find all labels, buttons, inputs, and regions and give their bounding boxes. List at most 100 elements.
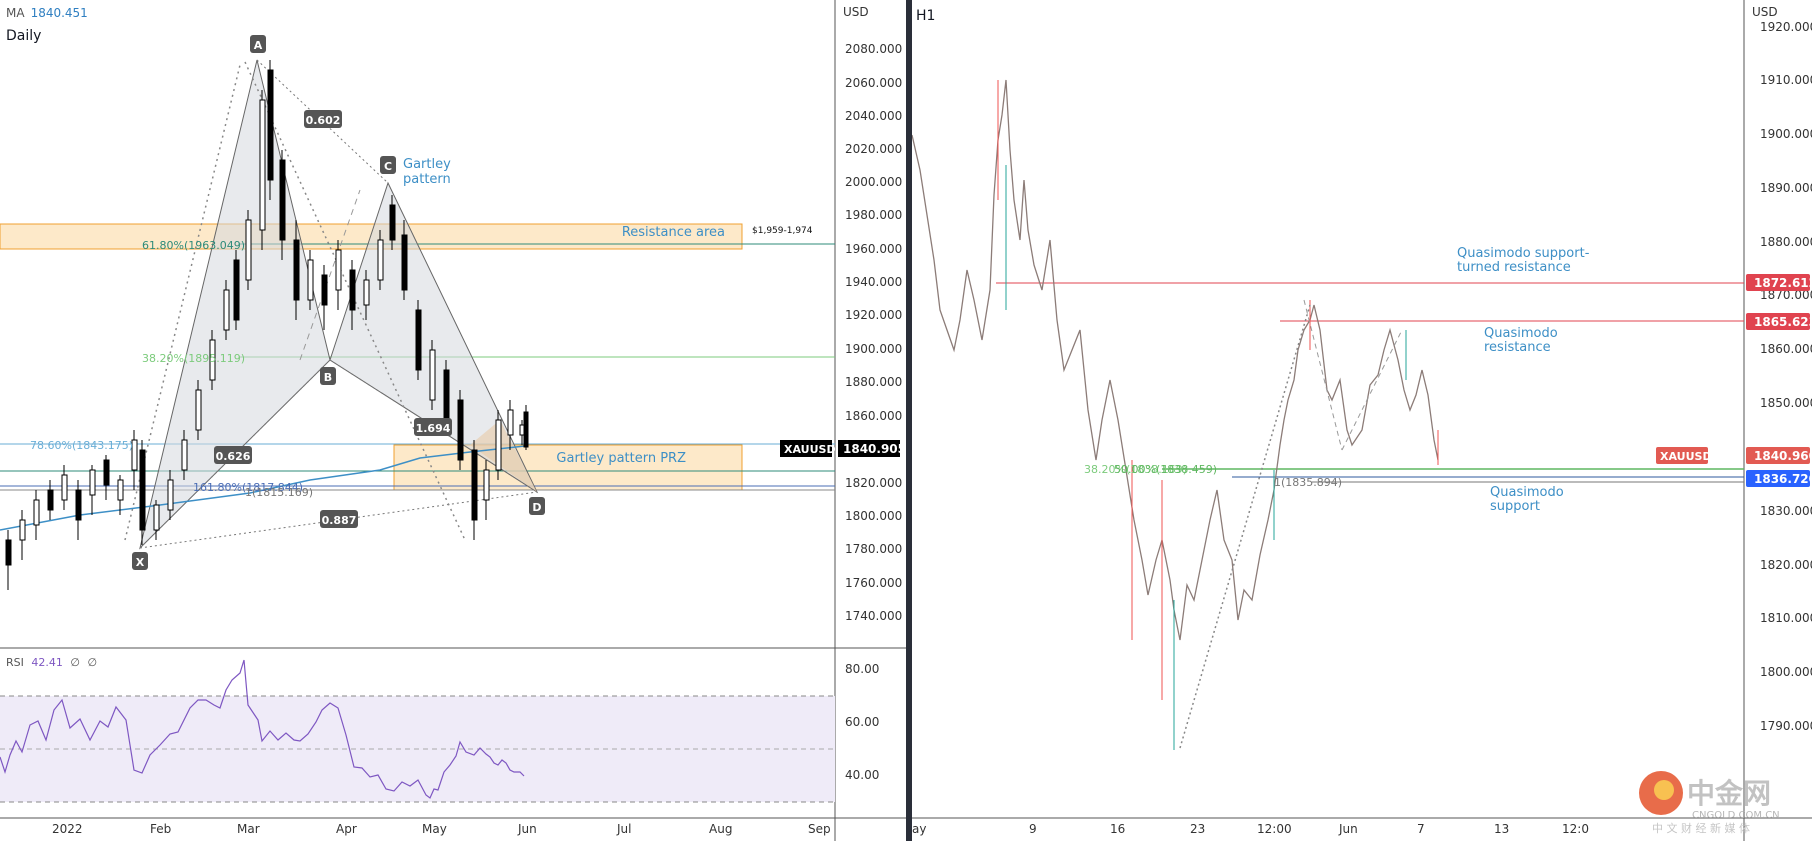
watermark-domain: CNGOLD.COM.CN: [1692, 810, 1780, 821]
svg-text:USD: USD: [1752, 5, 1778, 19]
svg-text:1800.000: 1800.000: [1760, 665, 1812, 679]
svg-text:2020.000: 2020.000: [845, 142, 902, 156]
fib-382-h1-label: 38.20%(1838.169): [1084, 463, 1187, 476]
h1-chart-canvas[interactable]: Quasimodo support- turned resistance Qua…: [912, 0, 1812, 841]
svg-text:1830.000: 1830.000: [1760, 504, 1812, 518]
h1-chart-pane[interactable]: Quasimodo support- turned resistance Qua…: [912, 0, 1812, 841]
svg-text:1850.000: 1850.000: [1760, 396, 1812, 410]
svg-text:2040.000: 2040.000: [845, 109, 902, 123]
svg-text:Jul: Jul: [616, 822, 631, 836]
ratio-abc: 0.602: [306, 114, 341, 127]
svg-text:1760.000: 1760.000: [845, 576, 902, 590]
rsi-extra-1: ∅: [70, 656, 80, 669]
fib-786-label: 78.60%(1843.175): [30, 439, 133, 452]
daily-timeframe-label: Daily: [6, 28, 42, 44]
svg-text:1790.000: 1790.000: [1760, 719, 1812, 733]
svg-text:Sep: Sep: [808, 822, 831, 836]
daily-symbol-tag: XAUUSD: [784, 443, 836, 456]
svg-text:2022: 2022: [52, 822, 83, 836]
rsi-value: 42.41: [31, 656, 63, 669]
svg-text:40.00: 40.00: [845, 768, 879, 782]
svg-text:1960.000: 1960.000: [845, 242, 902, 256]
ratio-xad: 0.887: [322, 514, 357, 527]
svg-text:1940.000: 1940.000: [845, 275, 902, 289]
svg-text:Jun: Jun: [1338, 822, 1358, 836]
pane-divider[interactable]: [906, 0, 912, 841]
svg-text:1880.000: 1880.000: [1760, 235, 1812, 249]
fib-50-h1-label: 50.00%(1838.459): [1114, 463, 1217, 476]
svg-text:23: 23: [1190, 822, 1205, 836]
svg-text:1900.000: 1900.000: [1760, 127, 1812, 141]
daily-chart-canvas[interactable]: A C B X D 0.602 0.626 1.694 0.887 Gartle…: [0, 0, 906, 841]
daily-candles: [5, 60, 529, 590]
point-b-label: B: [324, 371, 332, 384]
svg-text:2060.000: 2060.000: [845, 76, 902, 90]
point-a-label: A: [254, 39, 263, 52]
svg-text:May: May: [422, 822, 447, 836]
daily-price-axis[interactable]: USD 2080.000 2060.000 2040.000 2020.000 …: [780, 5, 906, 623]
svg-text:2080.000: 2080.000: [845, 42, 902, 56]
h1-price-axis[interactable]: USD 1920.000 1910.000 1900.000 1890.000 …: [1656, 5, 1812, 733]
fib-618-label: 61.80%(1963.049): [142, 239, 245, 252]
svg-text:ay: ay: [912, 822, 926, 836]
svg-text:Feb: Feb: [150, 822, 171, 836]
qm-str-label-1: Quasimodo support-: [1457, 246, 1590, 261]
qm-res-label-1: Quasimodo: [1484, 326, 1558, 341]
daily-time-axis[interactable]: 2022 Feb Mar Apr May Jun Jul Aug Sep: [52, 822, 831, 836]
rsi-pane[interactable]: 80.00 60.00 40.00: [0, 659, 879, 803]
daily-last-price: 1840.905: [843, 442, 906, 456]
qm-res-label-2: resistance: [1484, 340, 1551, 355]
prz-label: Gartley pattern PRZ: [556, 451, 686, 466]
svg-text:Apr: Apr: [336, 822, 357, 836]
h1-symbol-tag: XAUUSD: [1660, 450, 1712, 463]
pattern-point-markers: A C B X D 0.602 0.626 1.694 0.887: [132, 35, 545, 570]
svg-text:1860.000: 1860.000: [1760, 342, 1812, 356]
h1-timeframe-label: H1: [916, 8, 936, 24]
svg-text:1800.000: 1800.000: [845, 509, 902, 523]
svg-text:Jun: Jun: [517, 822, 537, 836]
h1-last-price: 1840.960: [1754, 449, 1812, 463]
rsi-legend[interactable]: RSI 42.41 ∅ ∅: [6, 656, 97, 669]
svg-text:12:0: 12:0: [1562, 822, 1589, 836]
svg-text:1860.000: 1860.000: [845, 409, 902, 423]
point-c-label: C: [384, 160, 392, 173]
point-x-label: X: [136, 556, 145, 569]
h1-candle-wicks: [997, 80, 1439, 750]
fib-382-label: 38.20%(1895.119): [142, 352, 245, 365]
svg-text:1920.000: 1920.000: [1760, 20, 1812, 34]
watermark-tagline: 中 文 财 经 新 媒 体: [1652, 821, 1750, 835]
ma-value: 1840.451: [30, 6, 88, 20]
svg-text:7: 7: [1417, 822, 1425, 836]
svg-text:2000.000: 2000.000: [845, 175, 902, 189]
ma-legend[interactable]: MA 1840.451: [6, 6, 88, 20]
fib-1-h1-label: 1(1835.894): [1274, 476, 1342, 489]
svg-text:13: 13: [1494, 822, 1509, 836]
svg-text:16: 16: [1110, 822, 1125, 836]
svg-text:1980.000: 1980.000: [845, 208, 902, 222]
daily-chart-pane[interactable]: A C B X D 0.602 0.626 1.694 0.887 Gartle…: [0, 0, 906, 841]
qm-res-price-tag: 1865.623: [1754, 315, 1812, 329]
rsi-extra-2: ∅: [87, 656, 98, 669]
gartley-label-1: Gartley: [403, 157, 451, 172]
svg-text:1890.000: 1890.000: [1760, 181, 1812, 195]
svg-text:1820.000: 1820.000: [845, 476, 902, 490]
gartley-label-2: pattern: [403, 172, 451, 187]
svg-text:1740.000: 1740.000: [845, 609, 902, 623]
svg-text:Mar: Mar: [237, 822, 260, 836]
ma-label: MA: [6, 6, 25, 20]
svg-text:1900.000: 1900.000: [845, 342, 902, 356]
svg-text:9: 9: [1029, 822, 1037, 836]
svg-text:1880.000: 1880.000: [845, 375, 902, 389]
rsi-label: RSI: [6, 656, 24, 669]
watermark-brand: 中金网: [1687, 777, 1771, 810]
fib-1618-label: 161.80%(1817.844): [193, 481, 303, 494]
svg-text:1780.000: 1780.000: [845, 542, 902, 556]
svg-text:USD: USD: [843, 5, 869, 19]
svg-text:12:00: 12:00: [1257, 822, 1292, 836]
svg-text:1870.000: 1870.000: [1760, 288, 1812, 302]
fib-1-label: 1(1815.169): [245, 486, 313, 499]
qm-sup-label-2: support: [1490, 499, 1540, 514]
h1-time-axis[interactable]: ay 9 16 23 12:00 Jun 7 13 12:0: [912, 822, 1589, 836]
svg-text:60.00: 60.00: [845, 715, 879, 729]
ratio-bcd: 1.694: [416, 422, 451, 435]
